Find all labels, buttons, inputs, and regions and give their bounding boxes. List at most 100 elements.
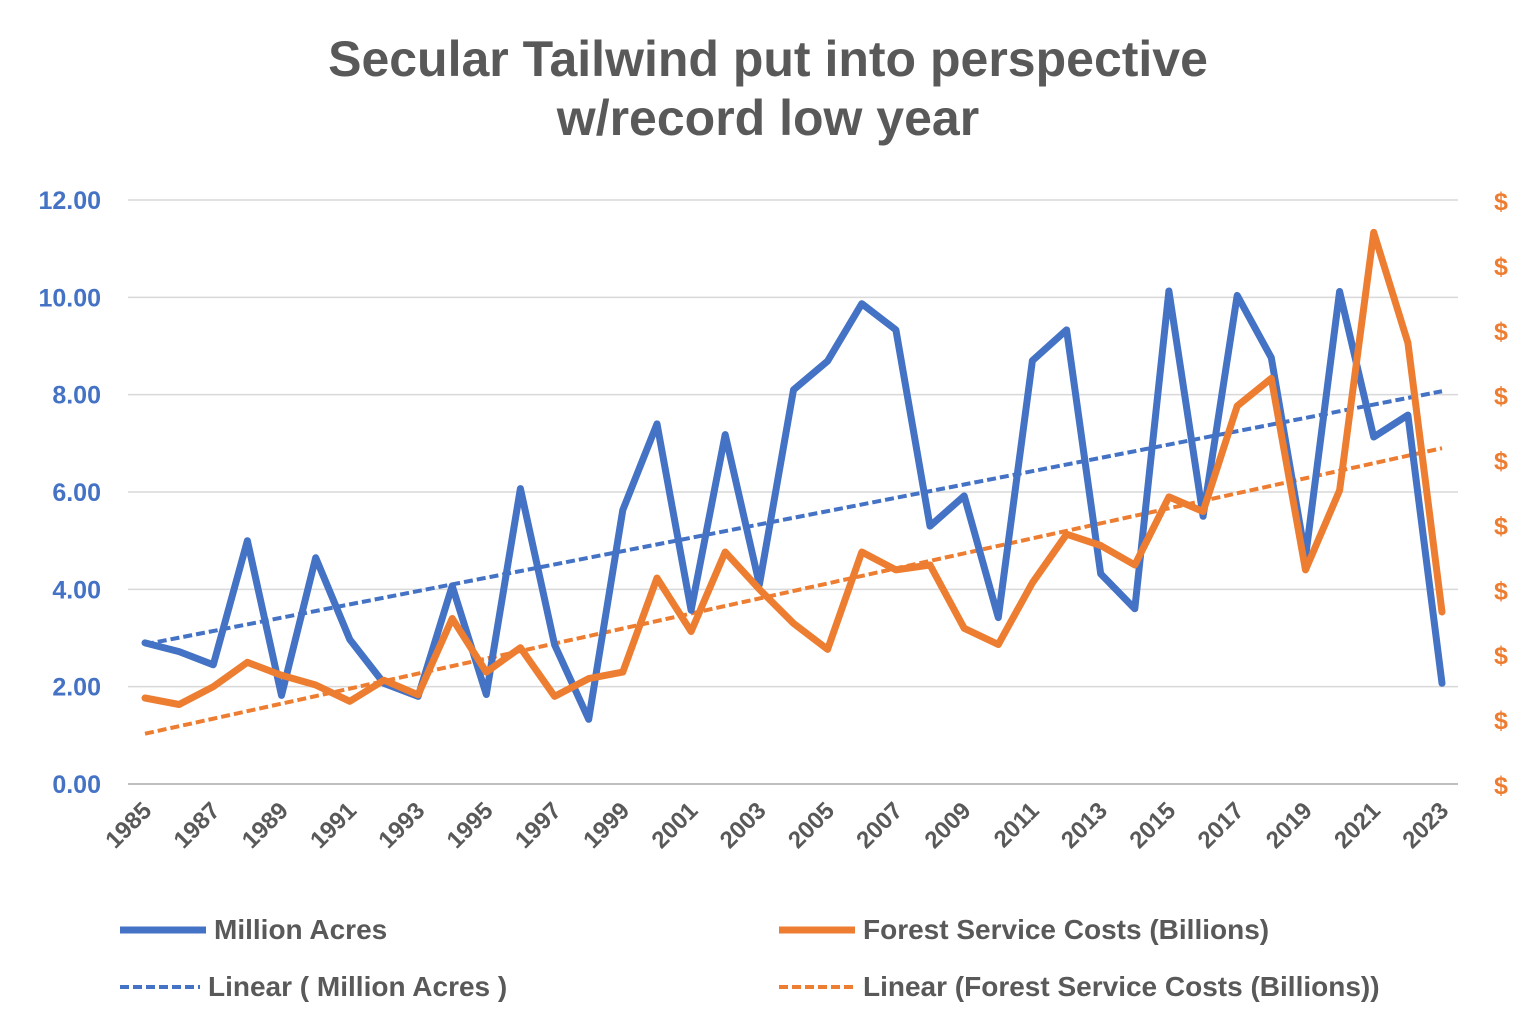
data-point-million-acres — [656, 423, 658, 425]
data-point-million-acres — [315, 557, 317, 559]
x-tick-label: 1993 — [373, 797, 430, 854]
left-tick-label: 10.00 — [38, 284, 101, 312]
data-point-million-acres — [178, 651, 180, 653]
x-tick-label: 1997 — [510, 797, 567, 854]
right-tick-label: $ — [1494, 448, 1508, 476]
data-point-forest-service-costs-billions — [1134, 564, 1136, 566]
x-tick-label: 2007 — [851, 797, 908, 854]
left-tick-label: 6.00 — [52, 479, 101, 507]
legend-label-linear-costs: Linear (Forest Service Costs (Billions)) — [863, 971, 1380, 1002]
left-tick-label: 8.00 — [52, 382, 101, 410]
data-point-forest-service-costs-billions — [1373, 231, 1375, 233]
right-tick-label: $ — [1494, 707, 1508, 735]
data-point-million-acres — [451, 585, 453, 587]
data-point-million-acres — [281, 694, 283, 696]
right-tick-label: $ — [1494, 512, 1508, 540]
chart-title: Secular Tailwind put into perspective w/… — [0, 30, 1536, 148]
x-tick-label: 1989 — [237, 797, 294, 854]
data-point-forest-service-costs-billions — [417, 694, 419, 696]
data-point-million-acres — [485, 693, 487, 695]
data-point-forest-service-costs-billions — [861, 551, 863, 553]
series-line-million-acres — [141, 287, 1446, 723]
trendline-linear-forest-service-costs-billions — [144, 446, 1443, 736]
legend-label-million-acres: Million Acres — [214, 914, 388, 945]
right-tick-label: $ — [1494, 772, 1508, 800]
data-point-million-acres — [144, 642, 146, 644]
x-tick-label: 2001 — [647, 797, 704, 854]
data-point-forest-service-costs-billions — [827, 648, 829, 650]
right-tick-label: $ — [1494, 383, 1508, 411]
data-point-forest-service-costs-billions — [758, 588, 760, 590]
data-point-forest-service-costs-billions — [212, 686, 214, 688]
data-point-million-acres — [1373, 436, 1375, 438]
data-point-million-acres — [246, 540, 248, 542]
data-point-million-acres — [622, 509, 624, 511]
data-point-million-acres — [929, 525, 931, 527]
data-point-forest-service-costs-billions — [656, 577, 658, 579]
x-tick-label: 2013 — [1056, 797, 1113, 854]
data-point-forest-service-costs-billions — [383, 679, 385, 681]
x-axis-ticks: 1985 1987 1989 1991 1993 1995 1997 1999 2001 2003… — [100, 797, 1454, 854]
left-tick-label: 2.00 — [52, 674, 101, 702]
data-point-forest-service-costs-billions — [1339, 489, 1341, 491]
data-point-forest-service-costs-billions — [485, 671, 487, 673]
legend-item-linear-acres: Linear ( Million Acres ) — [120, 969, 507, 1005]
data-point-million-acres — [793, 389, 794, 391]
legend-swatch-linear-acres — [120, 985, 200, 989]
x-tick-label: 1999 — [578, 797, 635, 854]
data-point-million-acres — [1100, 573, 1102, 575]
data-point-million-acres — [554, 644, 556, 646]
x-tick-label: 1987 — [169, 797, 226, 854]
data-point-forest-service-costs-billions — [1236, 405, 1238, 407]
x-tick-label: 2011 — [989, 797, 1045, 853]
right-tick-label: $ — [1494, 642, 1508, 670]
data-point-million-acres — [1134, 608, 1136, 610]
data-point-forest-service-costs-billions — [1100, 545, 1102, 547]
data-point-million-acres — [1202, 515, 1204, 517]
data-point-forest-service-costs-billions — [793, 622, 794, 624]
data-point-forest-service-costs-billions — [1441, 611, 1443, 613]
data-point-million-acres — [827, 360, 829, 362]
data-point-forest-service-costs-billions — [1270, 377, 1272, 379]
data-point-million-acres — [212, 664, 214, 666]
legend-item-million-acres: Million Acres — [120, 912, 387, 948]
x-tick-label: 2017 — [1193, 797, 1250, 854]
data-point-million-acres — [1339, 290, 1341, 292]
left-axis-ticks: 0.00 2.00 4.00 6.00 8.00 10.00 12.00 — [38, 187, 101, 799]
data-point-forest-service-costs-billions — [451, 618, 453, 620]
data-point-million-acres — [588, 718, 590, 720]
data-point-million-acres — [861, 303, 863, 305]
x-tick-label: 2015 — [1124, 797, 1181, 854]
series-layer — [141, 228, 1446, 736]
data-point-million-acres — [963, 495, 965, 497]
chart-title-line-1: Secular Tailwind put into perspective — [328, 31, 1208, 87]
data-point-million-acres — [1236, 294, 1238, 296]
data-point-forest-service-costs-billions — [281, 674, 283, 676]
data-point-forest-service-costs-billions — [690, 631, 692, 633]
data-point-forest-service-costs-billions — [588, 678, 590, 680]
data-point-forest-service-costs-billions — [963, 627, 965, 629]
data-point-million-acres — [1168, 290, 1170, 292]
data-point-million-acres — [349, 638, 351, 640]
x-tick-label: 2021 — [1329, 797, 1386, 854]
data-point-million-acres — [997, 617, 999, 619]
data-point-forest-service-costs-billions — [622, 671, 624, 673]
left-tick-label: 12.00 — [38, 187, 101, 215]
x-tick-label: 2009 — [920, 797, 977, 854]
x-tick-label: 2005 — [783, 797, 840, 854]
data-point-forest-service-costs-billions — [929, 564, 931, 566]
legend-swatch-linear-costs — [779, 985, 855, 989]
x-tick-label: 1985 — [100, 797, 157, 854]
x-tick-label: 2019 — [1261, 797, 1318, 854]
data-point-million-acres — [1031, 360, 1033, 362]
legend-label-forest-costs: Forest Service Costs (Billions) — [863, 914, 1270, 945]
data-point-million-acres — [1441, 682, 1443, 684]
data-point-million-acres — [895, 329, 897, 331]
data-point-forest-service-costs-billions — [519, 647, 521, 649]
legend-swatch-million-acres — [120, 926, 206, 934]
x-tick-label: 2023 — [1397, 797, 1454, 854]
right-tick-label: $ — [1494, 253, 1508, 281]
data-point-forest-service-costs-billions — [554, 695, 556, 697]
data-point-million-acres — [690, 609, 692, 611]
